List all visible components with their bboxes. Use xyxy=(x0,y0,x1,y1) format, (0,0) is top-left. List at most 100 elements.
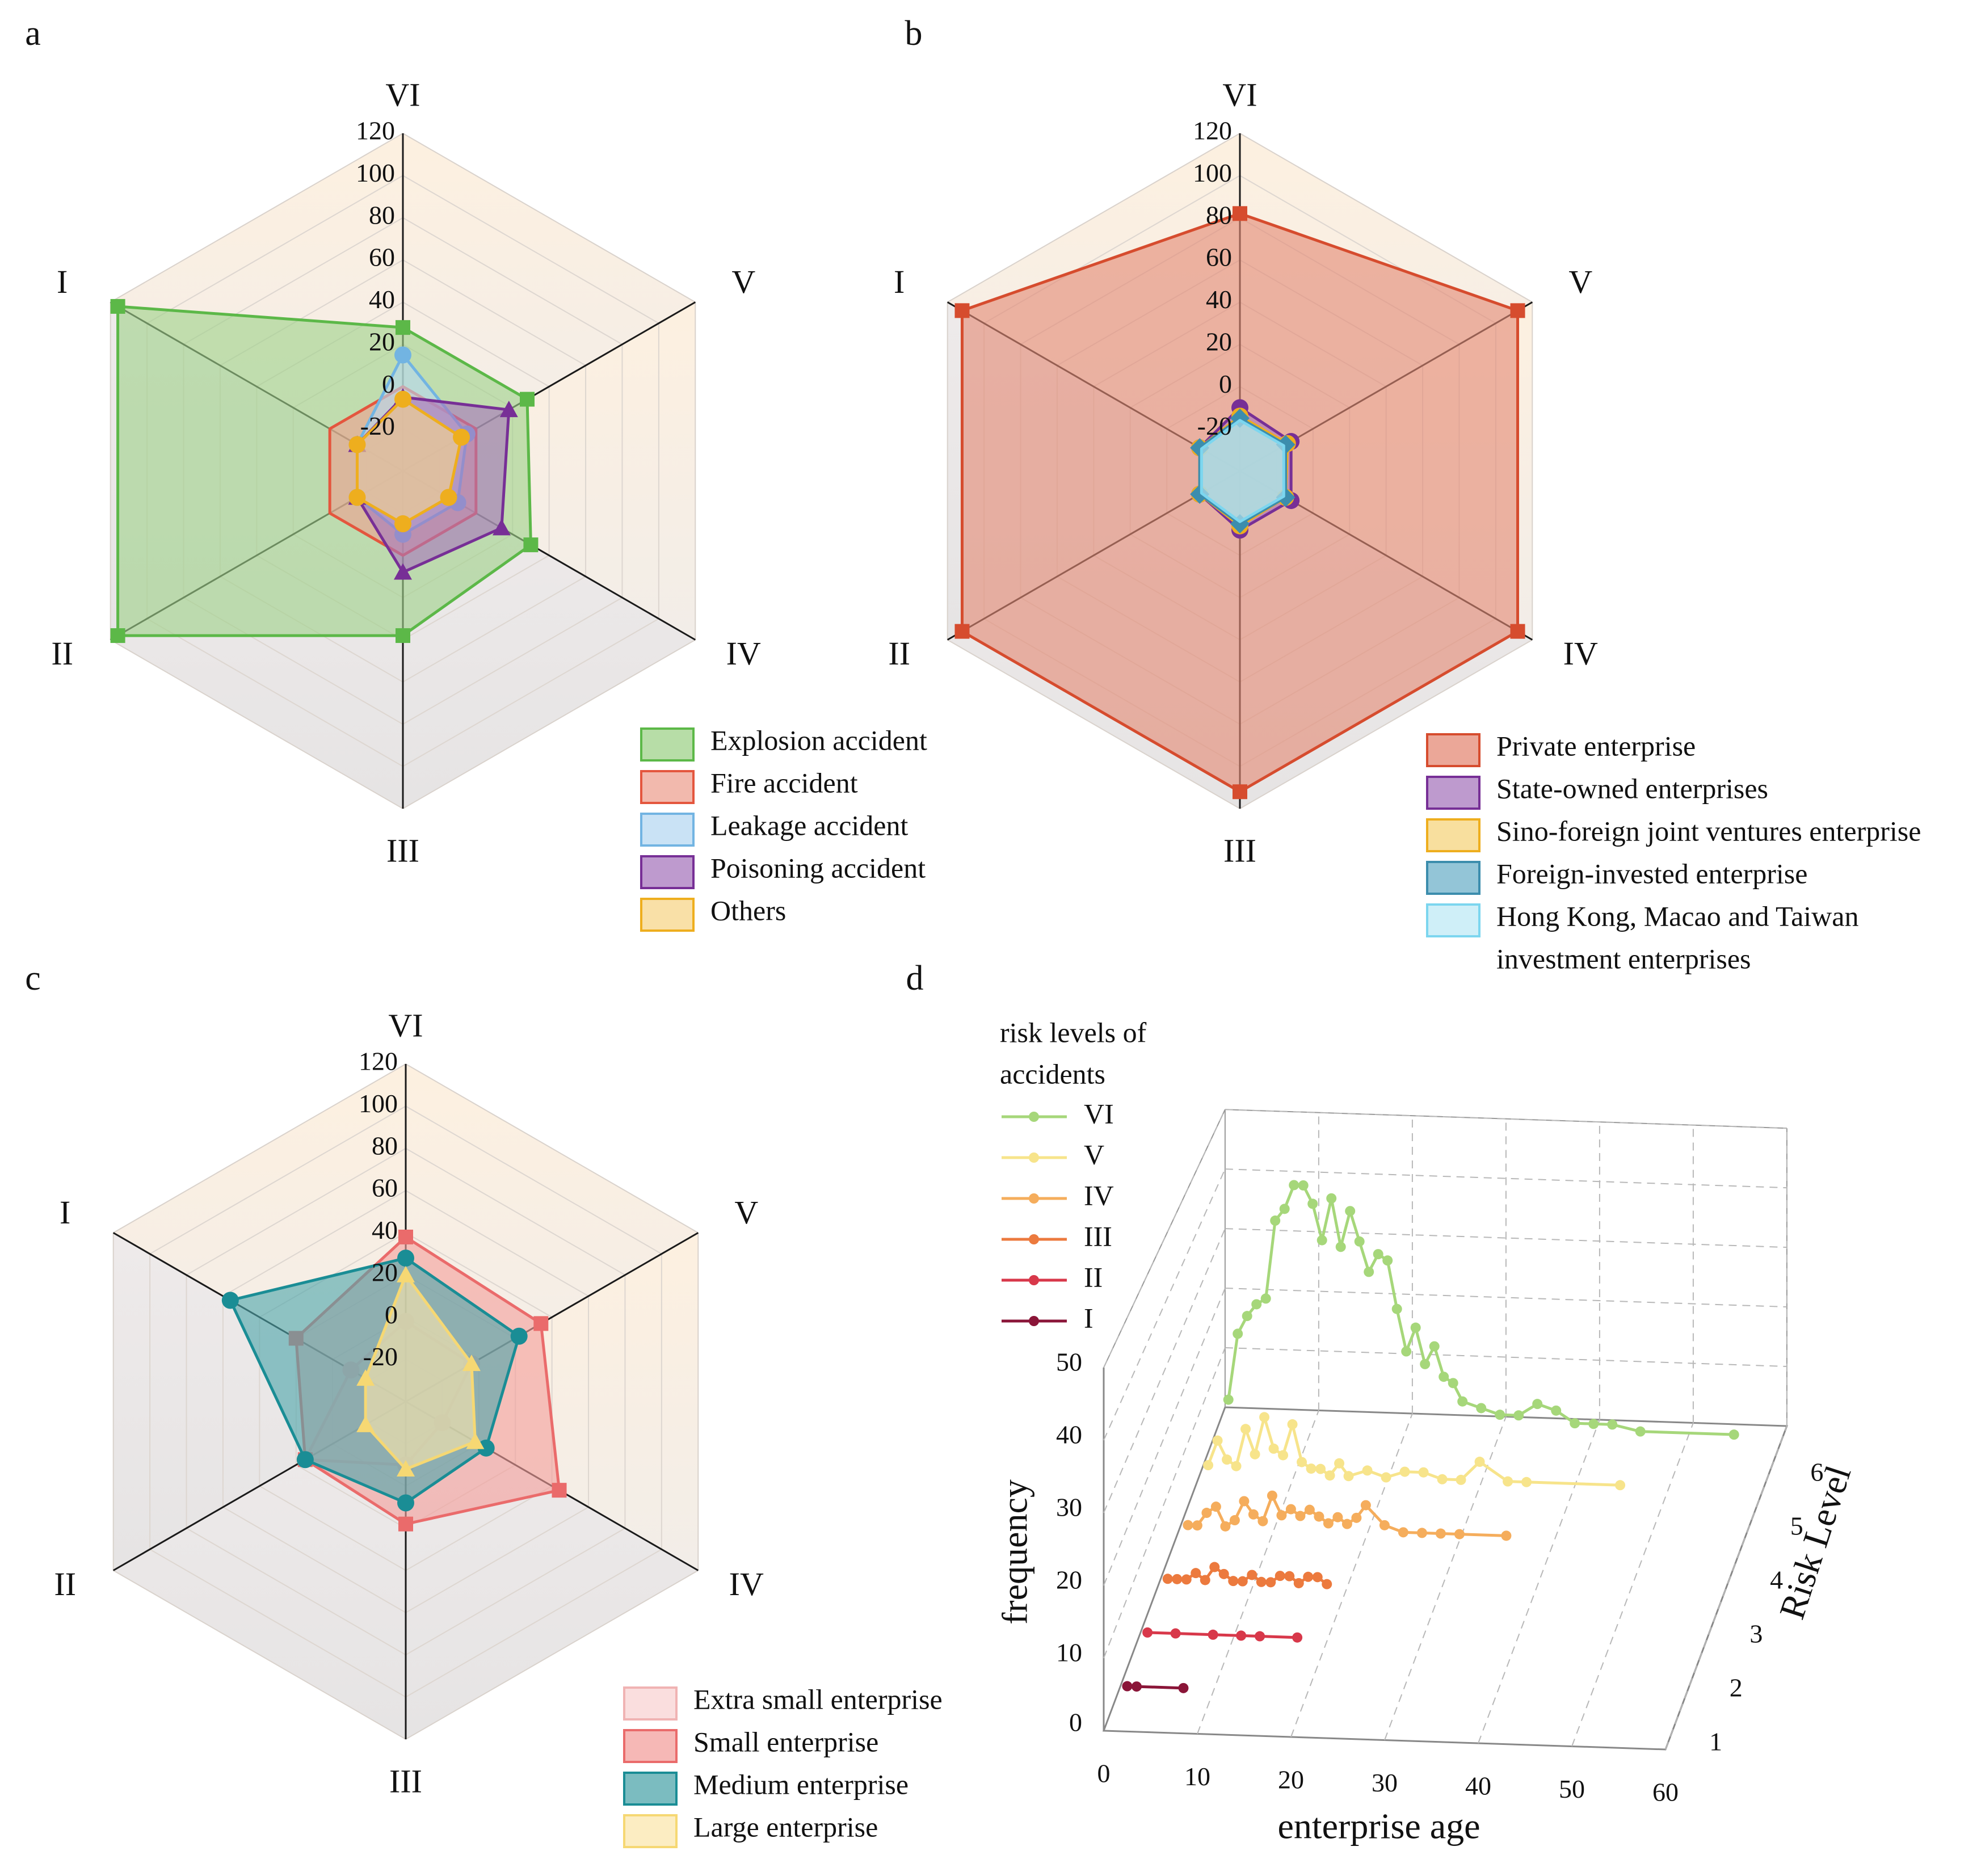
series-point xyxy=(1297,1457,1307,1467)
radial-tick-label: 120 xyxy=(359,1047,398,1076)
y-tick-label: 2 xyxy=(1730,1673,1743,1702)
axis-label-VI: VI xyxy=(1222,76,1257,113)
marker-circle xyxy=(510,1327,528,1345)
series-point xyxy=(1209,1562,1220,1572)
legend-item: III xyxy=(1002,1220,1112,1252)
axis-label-III: III xyxy=(389,1763,422,1799)
series-point xyxy=(1267,1490,1277,1501)
axis-label-I: I xyxy=(894,263,905,300)
marker-square xyxy=(1233,784,1247,800)
series-point xyxy=(1284,1571,1295,1581)
y-tick-label: 1 xyxy=(1709,1727,1722,1756)
radial-tick-label: 0 xyxy=(382,369,395,398)
series-point xyxy=(1399,1466,1410,1477)
series-point xyxy=(1457,1396,1468,1407)
series-point xyxy=(1448,1378,1458,1389)
series-point xyxy=(1122,1681,1133,1692)
axis-label-IV: IV xyxy=(729,1566,764,1602)
series-point xyxy=(1162,1574,1173,1584)
marker-square xyxy=(110,298,125,314)
x-tick-label: 40 xyxy=(1465,1772,1491,1801)
series-point xyxy=(1268,1443,1279,1454)
series-point xyxy=(1401,1346,1412,1357)
radial-tick-label: 60 xyxy=(369,243,395,272)
z-tick-label: 40 xyxy=(1056,1420,1082,1449)
series-point xyxy=(1607,1419,1618,1430)
legend-label: Leakage accident xyxy=(710,809,908,841)
series-point xyxy=(1201,1508,1212,1519)
series-point xyxy=(1322,1579,1332,1589)
series-point xyxy=(1362,1465,1373,1476)
legend-label: Medium enterprise xyxy=(693,1768,909,1800)
legend-item: IV xyxy=(1002,1179,1114,1211)
series-point xyxy=(1382,1255,1393,1266)
series-point xyxy=(1532,1399,1543,1410)
legend-label: Extra small enterprise xyxy=(693,1683,943,1715)
legend-label: I xyxy=(1084,1302,1093,1334)
z-tick-label: 0 xyxy=(1069,1708,1082,1737)
marker-square xyxy=(1510,303,1525,318)
series-point xyxy=(1295,1511,1306,1521)
marker-circle xyxy=(477,1439,495,1457)
y-axis-title: Risk Level xyxy=(1772,1461,1859,1623)
series-point xyxy=(1314,1511,1324,1522)
legend-label: Hong Kong, Macao and Taiwan xyxy=(1496,900,1858,932)
radial-tick-label: 100 xyxy=(1193,158,1232,187)
series-point xyxy=(1256,1576,1267,1587)
series-point xyxy=(1398,1527,1408,1538)
axis-label-V: V xyxy=(734,1194,758,1231)
marker-circle xyxy=(397,1494,414,1512)
series-point xyxy=(1351,1512,1362,1523)
legend-marker xyxy=(1029,1152,1039,1163)
legend-swatch xyxy=(623,1686,678,1721)
z-tick-label: 30 xyxy=(1056,1493,1082,1522)
series-point xyxy=(1257,1516,1268,1526)
legend-label: Sino-foreign joint ventures enterprise xyxy=(1496,815,1921,847)
series-point xyxy=(1420,1358,1431,1369)
series-point xyxy=(1242,1311,1252,1322)
series-point xyxy=(1293,1578,1304,1588)
radial-tick-label: -20 xyxy=(1197,411,1232,440)
legend-swatch xyxy=(640,727,695,762)
legend-marker xyxy=(1029,1112,1039,1122)
marker-triangle xyxy=(394,563,412,580)
marker-square xyxy=(110,628,125,643)
series-point xyxy=(1476,1403,1487,1414)
radial-tick-label: 120 xyxy=(1193,116,1232,145)
legend-item: Fire accident xyxy=(640,767,858,804)
legend-label: Others xyxy=(710,894,786,926)
floor-gridline xyxy=(1665,1425,1787,1750)
series-point xyxy=(1181,1574,1192,1585)
series-point xyxy=(1239,1496,1250,1507)
radial-tick-label: 60 xyxy=(372,1173,398,1202)
radial-tick-label: 40 xyxy=(1206,285,1232,314)
line3d-series-IV xyxy=(1183,1490,1512,1541)
series-point xyxy=(1615,1480,1626,1491)
series-point xyxy=(1212,1435,1223,1446)
marker-triangle xyxy=(356,1369,375,1386)
legend-label: VI xyxy=(1084,1097,1114,1129)
back-z-gridline xyxy=(1225,1168,1787,1189)
side-gridline xyxy=(1103,1288,1226,1586)
series-point xyxy=(1229,1515,1240,1526)
radial-tick-label: 80 xyxy=(372,1131,398,1160)
marker-circle xyxy=(394,346,411,364)
marker-square xyxy=(396,628,410,643)
x-axis-title: enterprise age xyxy=(1277,1806,1480,1846)
marker-circle xyxy=(394,515,411,532)
marker-circle xyxy=(397,1250,414,1267)
series-point xyxy=(1410,1322,1421,1333)
legend-swatch xyxy=(1426,861,1481,895)
legend-swatch xyxy=(623,1729,678,1763)
series-point xyxy=(1170,1628,1181,1639)
series-line xyxy=(1227,1183,1734,1436)
radial-tick-label: 60 xyxy=(1206,243,1232,272)
series-point xyxy=(1233,1328,1243,1339)
axis-label-II: II xyxy=(51,635,73,672)
z-axis-title: frequency xyxy=(995,1479,1035,1625)
series-large-enterprise xyxy=(356,1265,485,1477)
series-point xyxy=(1354,1236,1365,1247)
y-tick-label: 6 xyxy=(1810,1458,1823,1487)
radial-tick-label: -20 xyxy=(363,1342,398,1371)
radial-tick-label: 0 xyxy=(385,1300,398,1329)
